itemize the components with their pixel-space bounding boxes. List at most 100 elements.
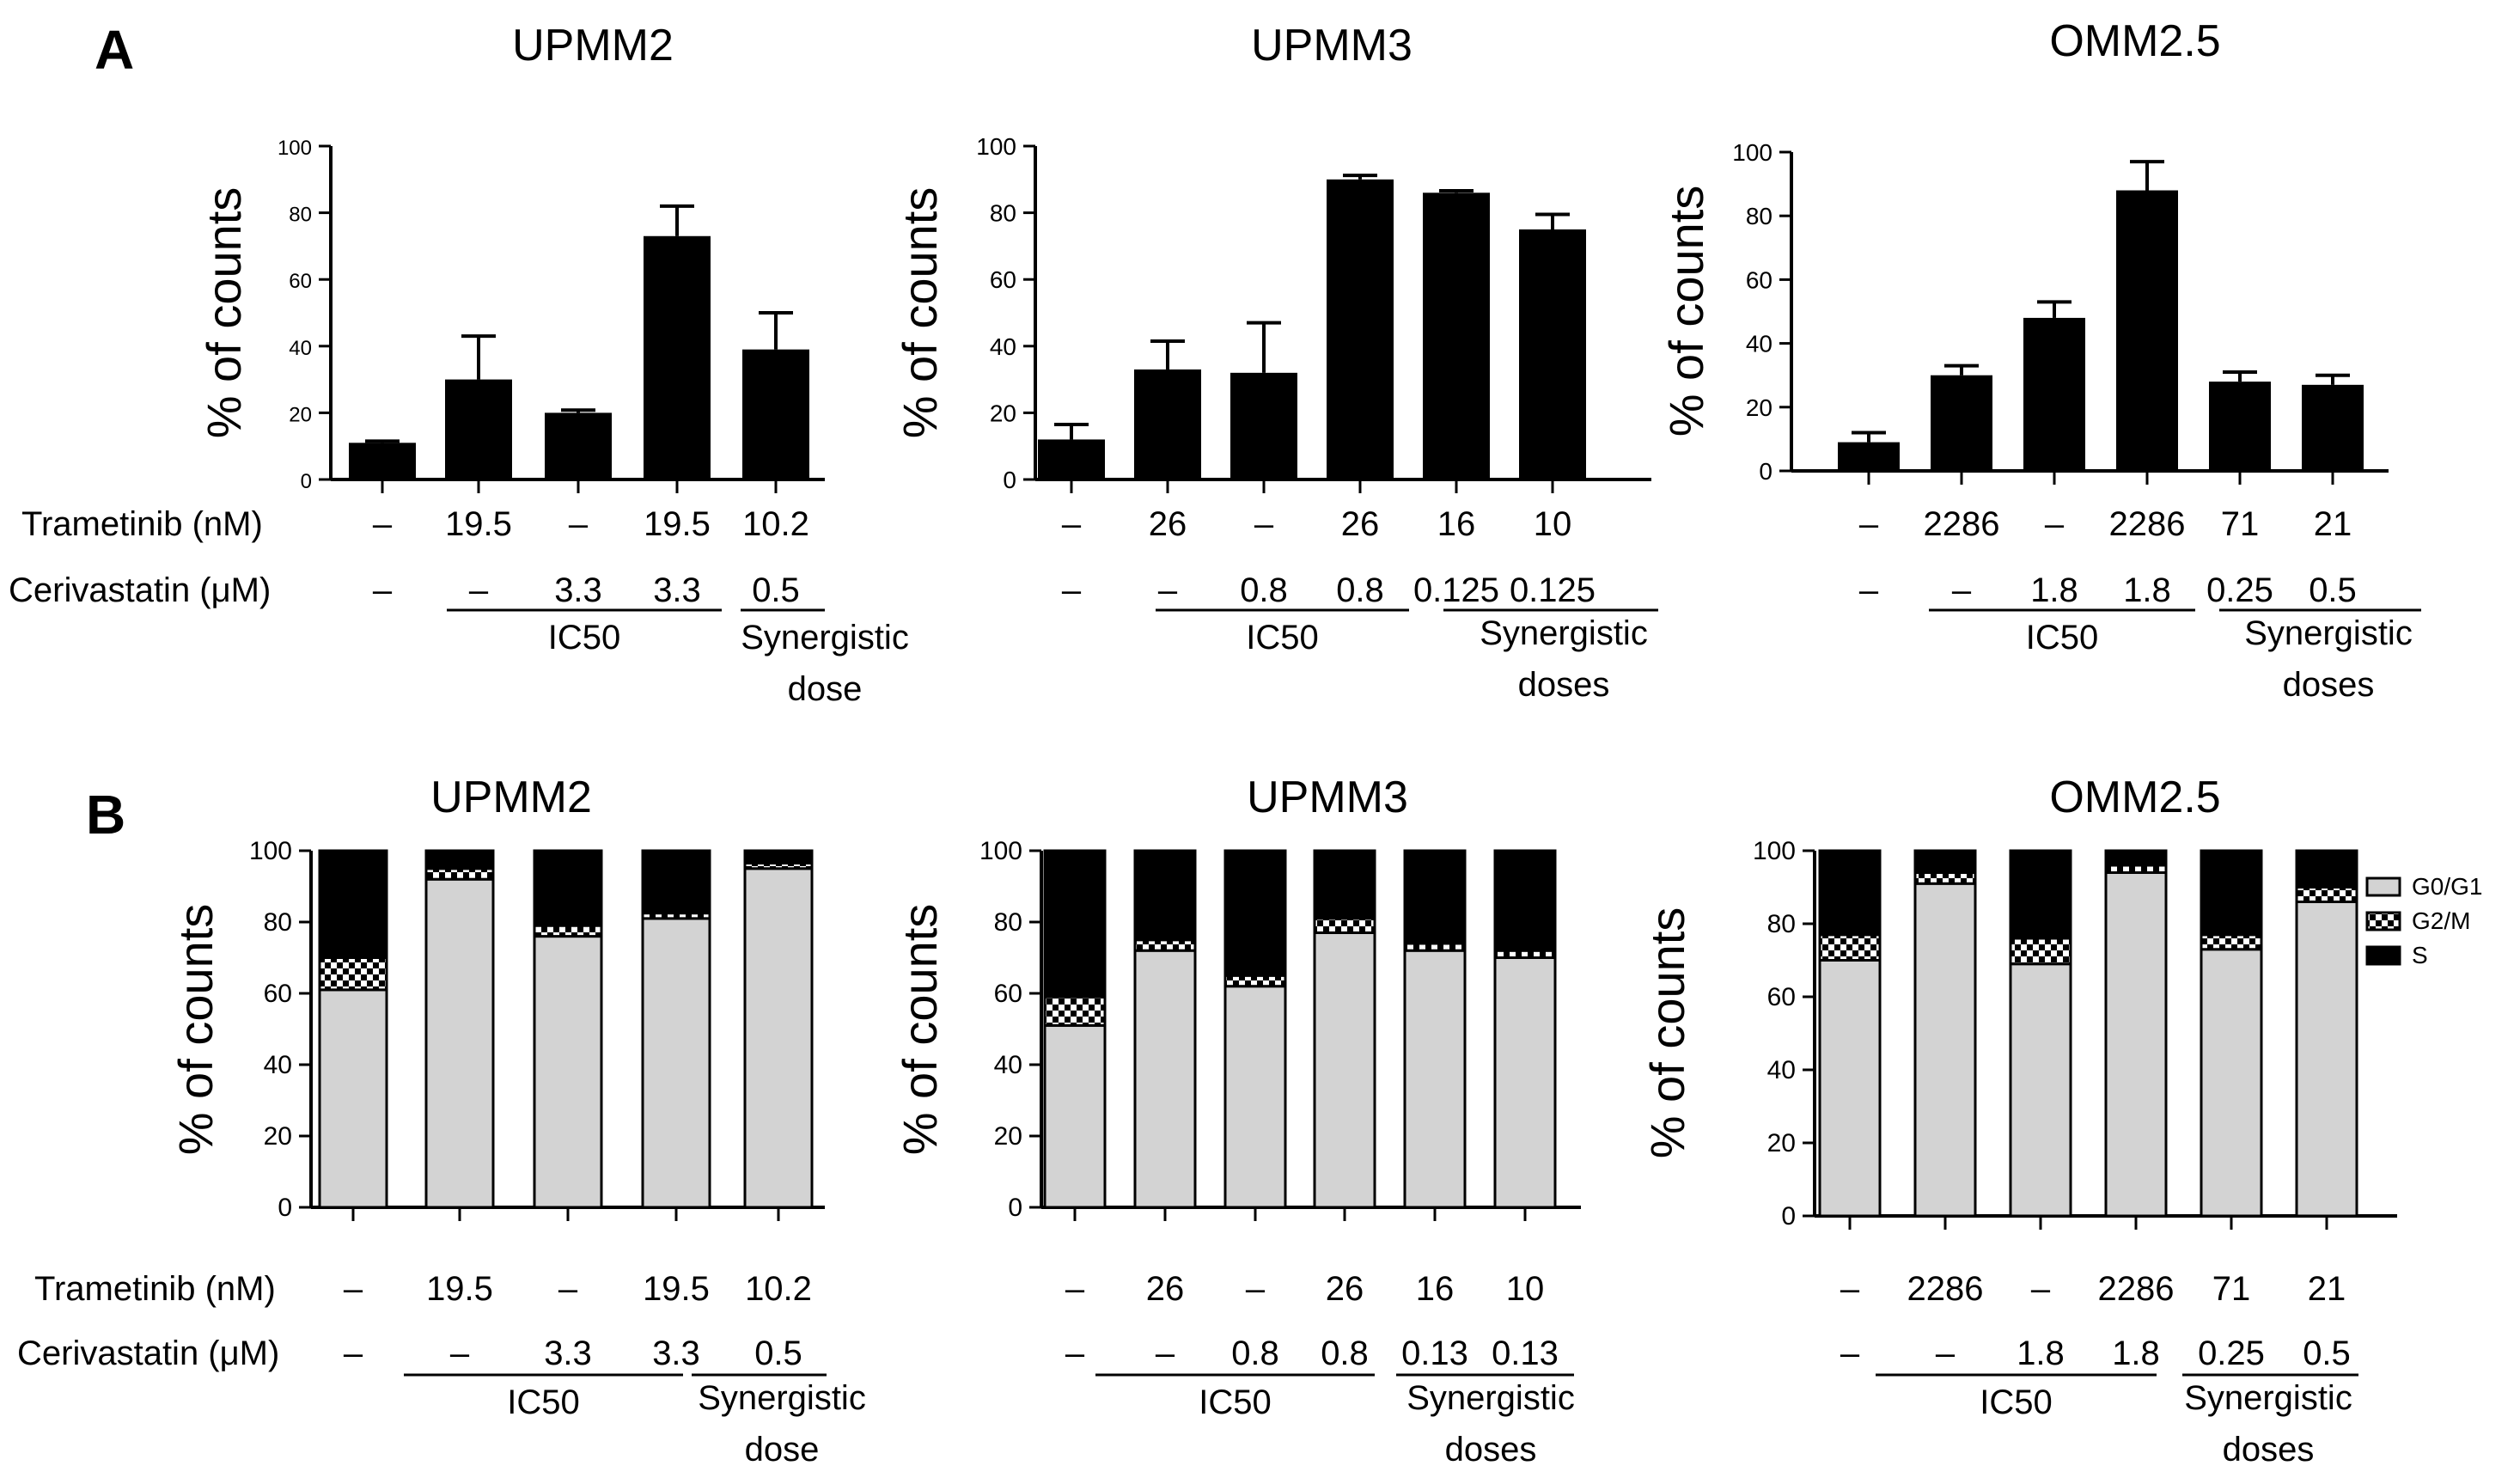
cerivastatin-value: –: [450, 1334, 470, 1372]
trametinib-value: 2286: [1907, 1270, 1984, 1308]
cerivastatin-value: 1.8: [2030, 571, 2078, 609]
y-axis-label: % of counts: [893, 187, 947, 439]
trametinib-value: 19.5: [445, 505, 512, 543]
cerivastatin-value: 0.5: [754, 1334, 802, 1372]
stack-segment-g0g1: [1223, 985, 1287, 1209]
ic50-label: IC50: [1199, 1383, 1272, 1421]
cerivastatin-value: 3.3: [653, 571, 701, 609]
stack-segment-g0g1: [1403, 949, 1467, 1209]
y-tick-label: 60: [1767, 983, 1796, 1011]
trametinib-value: –: [1840, 1270, 1860, 1308]
ic50-label: IC50: [548, 619, 621, 657]
y-axis-label: % of counts: [168, 904, 223, 1156]
stack-segment-s: [318, 849, 388, 959]
synergistic-label: Synergistic: [1406, 1379, 1575, 1417]
stack-segment-s: [1133, 849, 1197, 942]
trametinib-value: 10: [1534, 505, 1572, 543]
cerivastatin-value: –: [1062, 571, 1082, 609]
cerivastatin-value: 3.3: [544, 1334, 592, 1372]
trametinib-value: 16: [1437, 505, 1476, 543]
trametinib-value: 19.5: [644, 505, 711, 543]
stack-segment-s: [533, 849, 603, 927]
stack-segment-g2m: [1133, 938, 1197, 952]
ic50-label: IC50: [507, 1383, 580, 1421]
trametinib-value: –: [1062, 505, 1082, 543]
chart-title: UPMM2: [512, 21, 674, 70]
y-tick-label: 0: [1759, 458, 1773, 485]
cerivastatin-value: 0.25: [2206, 571, 2273, 609]
stack-segment-s: [2295, 849, 2358, 889]
trametinib-value: 2286: [1924, 505, 2000, 543]
stack-segment-s: [1818, 849, 1882, 937]
cerivastatin-value: 0.5: [752, 571, 800, 609]
legend-swatch-g0g1: [2365, 876, 2401, 897]
bar: [445, 379, 512, 479]
y-axis-label: % of counts: [893, 904, 947, 1156]
chart-1: UPMM3 % of counts 0 20 40 60 80 100 – 26 – 26 16 10 – –…: [893, 21, 1658, 704]
cerivastatin-value: –: [1936, 1334, 1956, 1372]
cerivastatin-value: 0.13: [1492, 1334, 1559, 1372]
y-tick-label: 40: [289, 337, 312, 360]
y-tick-label: 60: [289, 270, 312, 293]
stack-segment-s: [1913, 849, 1977, 874]
y-axis-label: % of counts: [197, 187, 251, 439]
stack-segment-g0g1: [1818, 959, 1882, 1218]
bar: [644, 235, 711, 479]
trametinib-value: 2286: [2098, 1270, 2175, 1308]
chart-title: UPMM3: [1251, 21, 1413, 70]
stack-segment-s: [1043, 849, 1107, 999]
cerivastatin-value: 0.125: [1510, 571, 1596, 609]
stack-segment-g2m: [318, 956, 388, 992]
stack-segment-s: [1223, 849, 1287, 977]
cerivastatin-value: 0.125: [1413, 571, 1499, 609]
trametinib-value: 26: [1149, 505, 1187, 543]
cerivastatin-value: –: [1158, 571, 1178, 609]
trametinib-value: 19.5: [426, 1270, 493, 1308]
stack-segment-g2m: [1223, 974, 1287, 988]
y-tick-label: 60: [990, 266, 1016, 293]
stack-segment-g0g1: [533, 935, 603, 1209]
trametinib-value: –: [569, 505, 589, 543]
stack-segment-g2m: [1043, 995, 1107, 1027]
y-tick-label: 0: [1003, 467, 1016, 493]
bar: [1519, 229, 1586, 479]
y-tick-label: 40: [994, 1051, 1022, 1079]
stack-segment-g2m: [1313, 917, 1376, 934]
cerivastatin-value: 0.8: [1321, 1334, 1369, 1372]
trametinib-value: 10: [1506, 1270, 1545, 1308]
cerivastatin-value: –: [469, 571, 489, 609]
trametinib-value: 21: [2314, 505, 2352, 543]
cerivastatin-value: –: [1840, 1334, 1860, 1372]
stack-segment-g0g1: [641, 917, 711, 1209]
stack-segment-g0g1: [2104, 871, 2168, 1218]
trametinib-value: 19.5: [643, 1270, 710, 1308]
y-tick-label: 100: [1732, 139, 1773, 166]
cerivastatin-value: 3.3: [652, 1334, 700, 1372]
cerivastatin-value: 1.8: [2123, 571, 2171, 609]
cerivastatin-value: 0.5: [2303, 1334, 2351, 1372]
stack-segment-g0g1: [318, 988, 388, 1209]
stack-segment-g2m: [1818, 933, 1882, 962]
synergistic-dose-label: doses: [1445, 1431, 1537, 1469]
cerivastatin-value: 1.8: [2112, 1334, 2160, 1372]
trametinib-value: 2286: [2109, 505, 2186, 543]
stack-segment-g2m: [2009, 937, 2072, 966]
stack-segment-g0g1: [1133, 949, 1197, 1209]
trametinib-value: 26: [1146, 1270, 1185, 1308]
y-axis-label: % of counts: [1640, 907, 1694, 1159]
panel-b-letter: B: [86, 784, 125, 846]
bar: [1327, 179, 1394, 480]
cerivastatin-value: –: [1952, 571, 1972, 609]
trametinib-value: 10.2: [745, 1270, 812, 1308]
row-label-cerivastatin: Cerivastatin (μM): [17, 1334, 279, 1372]
trametinib-value: 26: [1326, 1270, 1364, 1308]
synergistic-label: Synergistic: [741, 619, 909, 657]
trametinib-value: –: [1065, 1270, 1085, 1308]
cerivastatin-value: 0.8: [1336, 571, 1384, 609]
trametinib-value: –: [2031, 1270, 2051, 1308]
trametinib-value: –: [558, 1270, 578, 1308]
trametinib-value: 26: [1341, 505, 1380, 543]
y-tick-label: 80: [1767, 910, 1796, 938]
